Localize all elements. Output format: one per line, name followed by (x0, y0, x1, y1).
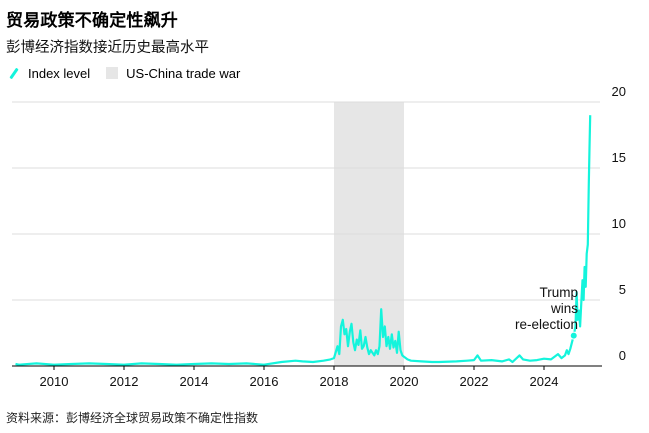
legend-label-index-level: Index level (28, 65, 91, 81)
x-tick-label: 2016 (250, 374, 279, 389)
annotation-text-line: wins (550, 301, 578, 316)
y-tick-label: 5 (619, 282, 626, 297)
annotation-text-line: re-election (515, 317, 578, 332)
shade-swatch-icon (106, 67, 119, 79)
legend-item-index-level: Index level (8, 66, 90, 81)
legend-label-trade-war: US-China trade war (126, 65, 241, 81)
y-tick-label: 10 (612, 216, 626, 231)
y-tick-label: 15 (612, 150, 626, 165)
x-tick-label: 2022 (460, 374, 489, 389)
x-tick-label: 2012 (110, 374, 139, 389)
chart-subtitle: 彭博经济指数接近历史最高水平 (6, 40, 209, 56)
y-tick-label: 0 (619, 348, 626, 363)
x-tick-label: 2014 (180, 374, 209, 389)
chart-title: 贸易政策不确定性飙升 (6, 11, 178, 31)
legend: Index level US-China trade war (8, 64, 256, 82)
index-level-line (15, 115, 592, 366)
x-tick-label: 2024 (530, 374, 559, 389)
x-tick-label: 2020 (390, 374, 419, 389)
annotation-text-line: Trump (539, 285, 578, 300)
y-tick-label: 20 (612, 84, 626, 99)
x-tick-label: 2018 (320, 374, 349, 389)
legend-item-trade-war: US-China trade war (106, 66, 240, 81)
x-tick-label: 2010 (40, 374, 69, 389)
annotation-marker (569, 331, 578, 340)
source-note: 资料来源：彭博经济全球贸易政策不确定性指数 (6, 411, 259, 425)
